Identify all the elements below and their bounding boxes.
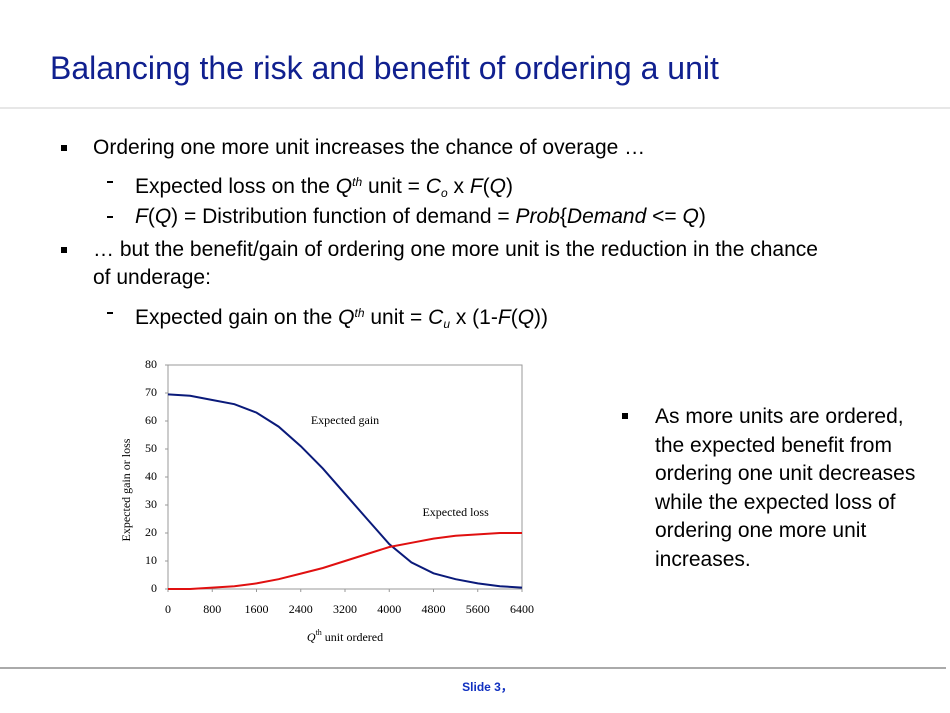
text-run: o <box>440 186 448 200</box>
text-run: Demand <box>566 205 647 228</box>
series-line <box>168 532 522 590</box>
text-run: C <box>428 306 444 329</box>
bullet: Ordering one more unit increases the cha… <box>61 134 838 162</box>
x-axis-label: Qth unit ordered <box>307 628 383 644</box>
bullet: … but the benefit/gain of ordering one m… <box>61 236 838 292</box>
text-run: unit = <box>362 175 426 198</box>
y-tick-label: 0 <box>151 581 157 595</box>
text-run: ( <box>510 306 518 329</box>
text-run: Q <box>517 306 535 329</box>
x-tick-label: 1600 <box>245 602 269 616</box>
text-run: F <box>469 175 483 198</box>
y-tick-label: 30 <box>145 497 157 511</box>
text-run: x <box>447 175 470 198</box>
text-run: )) <box>534 306 549 329</box>
text-run: unit = <box>364 306 429 329</box>
text-run: x (1- <box>450 306 498 329</box>
x-tick-label: 800 <box>203 602 221 616</box>
bullet: Expected gain on the Qth unit = Cu x (1-… <box>107 299 895 338</box>
y-tick-label: 70 <box>145 385 157 399</box>
annotation: Expected loss <box>422 505 489 519</box>
annotation: Expected gain <box>311 413 379 427</box>
x-label-run: Q <box>307 630 316 644</box>
text-run: … but the benefit/gain of ordering one m… <box>93 238 818 289</box>
y-axis-label: Expected gain or loss <box>119 438 133 541</box>
y-tick-label: 20 <box>145 525 157 539</box>
text-run: Ordering one more unit increases the cha… <box>93 136 646 159</box>
x-tick-label: 0 <box>165 602 171 616</box>
x-tick-label: 2400 <box>289 602 313 616</box>
text-run: Expected gain on the <box>135 306 339 329</box>
bullet: Expected loss on the Qth unit = Co x F(Q… <box>107 168 895 207</box>
x-tick-label: 6400 <box>510 602 534 616</box>
x-tick-label: 4800 <box>422 602 446 616</box>
y-tick-label: 50 <box>145 441 157 455</box>
text-run: C <box>425 175 441 198</box>
x-label-run: th <box>316 628 322 637</box>
y-tick-label: 10 <box>145 553 157 567</box>
x-tick-label: 4000 <box>377 602 401 616</box>
y-tick-label: 80 <box>145 357 157 371</box>
text-run: u <box>443 317 451 331</box>
text-run: Q <box>682 205 699 228</box>
y-tick-label: 40 <box>145 469 157 483</box>
series-line <box>167 393 523 589</box>
footer: Slide 3， <box>462 680 513 694</box>
plot-frame <box>167 364 523 590</box>
y-tick-label: 60 <box>145 413 157 427</box>
text-run: th <box>352 175 363 189</box>
text-run: Q <box>489 175 506 198</box>
text-run: ( <box>482 175 490 198</box>
text-run: { <box>559 205 567 228</box>
text-run: ( <box>147 205 155 228</box>
text-run: ) <box>506 175 513 198</box>
x-tick-label: 5600 <box>466 602 490 616</box>
text-run: Expected loss on the <box>135 175 336 198</box>
slide-title: Balancing the risk and benefit of orderi… <box>50 50 719 86</box>
text-run: Q <box>154 205 172 228</box>
text-run: Prob <box>515 205 560 228</box>
text-run: <= <box>646 205 683 228</box>
text-run: ) <box>698 205 706 228</box>
text-run: Q <box>338 306 355 329</box>
text-run: F <box>135 205 148 228</box>
text-run: Q <box>335 175 353 198</box>
text-run: th <box>354 306 365 320</box>
x-label-run: unit ordered <box>322 630 383 644</box>
text-run: F <box>497 306 511 329</box>
note: As more units are ordered, the expected … <box>622 403 930 574</box>
text-run: ) = Distribution function of demand = <box>171 205 516 228</box>
bullet: F(Q) = Distribution function of demand =… <box>107 203 895 231</box>
x-tick-label: 3200 <box>333 602 357 616</box>
